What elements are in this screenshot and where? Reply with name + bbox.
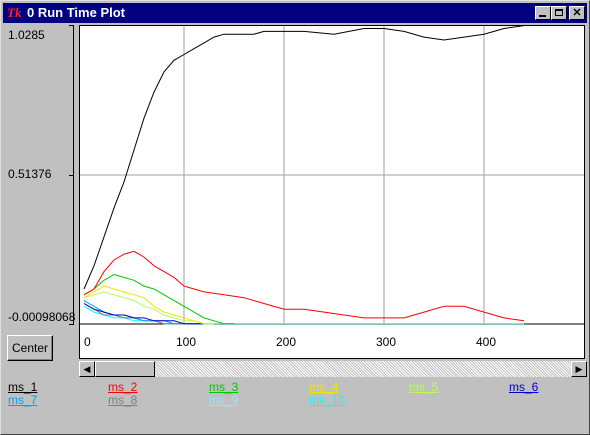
window-title: 0 Run Time Plot [27, 5, 125, 20]
close-icon: ✕ [572, 7, 582, 19]
minimize-button[interactable] [535, 6, 551, 20]
minimize-icon [539, 15, 546, 17]
x-tick-labels: 0 100 200 300 400 [84, 335, 496, 349]
x-tick-label: 300 [376, 335, 396, 349]
y-axis-tick [69, 175, 74, 176]
maximize-button[interactable] [551, 6, 567, 20]
legend-item-ms-3: ms_3 [209, 380, 239, 394]
legend-item-ms-4: ms_4 [309, 380, 339, 394]
legend-item-ms-8: ms_8 [108, 393, 138, 407]
horizontal-scrollbar[interactable]: ◀ ▶ [79, 361, 587, 377]
y-axis-tick [69, 25, 74, 26]
tk-logo-icon: Tk [7, 5, 22, 20]
series-line-ms-4 [83, 285, 214, 325]
series-line-ms-2 [83, 250, 525, 322]
left-arrow-icon: ◀ [83, 364, 91, 374]
scrollbar-track[interactable] [95, 361, 571, 377]
grid-lines [80, 26, 584, 324]
legend-item-ms-10: ms_10 [309, 393, 346, 407]
series-line-ms-3 [83, 273, 234, 325]
series-line-ms-1 [83, 26, 525, 290]
scroll-left-button[interactable]: ◀ [79, 361, 95, 377]
scrollbar-thumb[interactable] [95, 361, 155, 377]
plot-area[interactable]: 0 100 200 300 400 [79, 25, 585, 359]
series-line-ms-6 [83, 303, 204, 325]
x-tick-label: 0 [84, 335, 91, 349]
series-line-ms-7 [83, 300, 204, 325]
scroll-right-button[interactable]: ▶ [571, 361, 587, 377]
legend-item-ms-6: ms_6 [509, 380, 539, 394]
x-tick-label: 200 [276, 335, 296, 349]
x-tick-label: 100 [176, 335, 196, 349]
legend-item-ms-5: ms_5 [409, 380, 439, 394]
title-bar[interactable]: Tk 0 Run Time Plot ✕ [3, 3, 587, 23]
run-time-chart: 0 100 200 300 400 [80, 26, 584, 349]
maximize-icon [555, 9, 563, 16]
y-tick-label-min: -0.00098068 [8, 310, 76, 324]
legend-item-ms-1: ms_1 [8, 380, 38, 394]
x-tick-label: 400 [476, 335, 496, 349]
y-tick-label-max: 1.0285 [8, 28, 45, 42]
legend-item-ms-7: ms_7 [8, 393, 38, 407]
legend-item-ms-2: ms_2 [108, 380, 138, 394]
close-button[interactable]: ✕ [569, 6, 585, 20]
series-lines [83, 26, 525, 325]
legend-item-ms-9: ms_9 [209, 393, 239, 407]
y-tick-label-mid: 0.51376 [8, 167, 52, 181]
center-button[interactable]: Center [7, 335, 53, 361]
right-arrow-icon: ▶ [575, 364, 583, 374]
y-axis-tick [69, 324, 74, 325]
